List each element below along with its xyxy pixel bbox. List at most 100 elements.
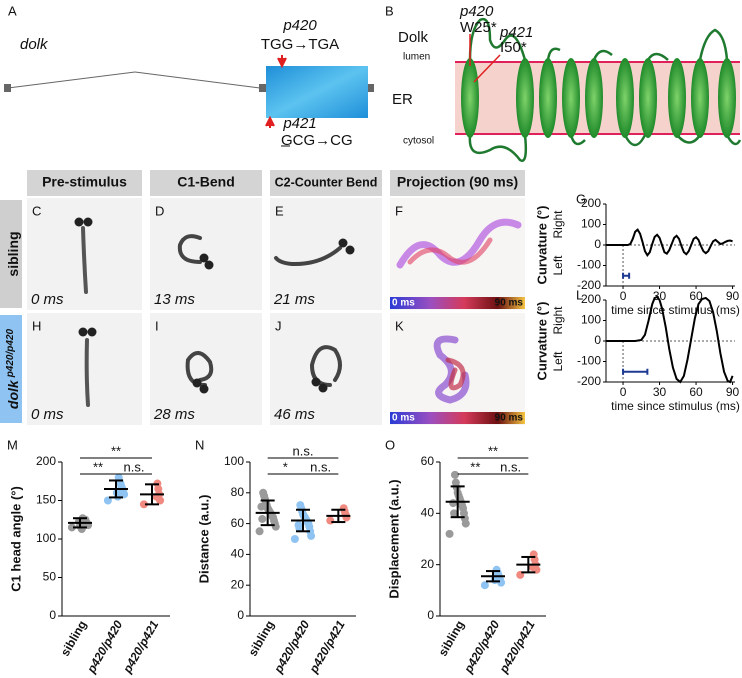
curvature-line xyxy=(606,295,734,384)
data-point xyxy=(449,499,458,508)
x-tick-label: 90 xyxy=(726,289,740,303)
y-tick-label: -100 xyxy=(577,354,601,368)
mutation-change: TGG→TGA xyxy=(261,36,339,53)
mutation: p421 xyxy=(499,24,533,41)
x-axis-label: time since stimulus (ms) xyxy=(611,399,740,413)
data-point xyxy=(259,488,268,497)
data-point xyxy=(450,470,459,479)
y-tick-label: 60 xyxy=(421,454,435,468)
y-tick-label: 100 xyxy=(581,313,601,327)
curvature-line xyxy=(606,228,733,258)
compartment: lumen xyxy=(403,52,430,63)
timestamp: 0 ms xyxy=(31,406,64,423)
mutation-change: W25* xyxy=(460,19,497,36)
y-tick-label: 200 xyxy=(581,196,601,210)
y-tick-label: 60 xyxy=(231,516,245,530)
helix xyxy=(562,58,580,138)
helix xyxy=(516,58,534,138)
significance-label: * xyxy=(283,459,288,474)
x-tick-label: p420/p421 xyxy=(496,618,538,676)
y-tick-label: 100 xyxy=(224,454,244,468)
data-point xyxy=(445,529,454,538)
panel-label: A xyxy=(8,3,17,18)
significance-label: ** xyxy=(111,443,121,458)
significance-label: n.s. xyxy=(310,459,331,474)
y-tick-label: 0 xyxy=(427,608,434,622)
row-label-sup: p420/p420 xyxy=(5,328,16,378)
y-axis-label: Distance (a.u.) xyxy=(196,495,211,584)
data-point xyxy=(290,535,299,543)
y-tick-label: 0 xyxy=(594,237,601,251)
y-tick-label: 20 xyxy=(421,557,435,571)
row-label-text: dolk xyxy=(5,379,21,409)
column-header-bg xyxy=(27,170,142,196)
column-header: C2-Counter Bend xyxy=(275,175,378,189)
panel-label: C xyxy=(32,203,41,218)
direction-label: Left xyxy=(551,351,565,372)
data-point xyxy=(114,473,123,482)
panel-label: D xyxy=(155,203,164,218)
mutation: p421 xyxy=(282,115,316,132)
direction-label: Left xyxy=(551,255,565,276)
data-point xyxy=(326,516,335,525)
panel-label: M xyxy=(7,437,18,452)
helix xyxy=(639,58,657,138)
timestamp: 46 ms xyxy=(274,406,315,423)
gene-name: dolk xyxy=(20,36,49,53)
colorbar-label: 90 ms xyxy=(495,298,524,309)
helix xyxy=(718,58,736,138)
column-header-bg xyxy=(270,170,382,196)
data-point xyxy=(294,521,303,530)
x-tick-label: 60 xyxy=(689,385,703,399)
x-tick-label: p420/p421 xyxy=(306,618,348,676)
column-header-bg xyxy=(150,170,262,196)
data-point xyxy=(103,496,112,505)
mutation: p420 xyxy=(459,3,494,20)
row-label-bg xyxy=(0,200,22,308)
timestamp: 13 ms xyxy=(154,291,195,308)
y-tick-label: 0 xyxy=(594,333,601,347)
y-axis-label: Curvature (°) xyxy=(534,302,549,381)
x-tick-label: 30 xyxy=(653,385,667,399)
direction-label: Right xyxy=(551,210,565,239)
compartment: cytosol xyxy=(403,136,434,147)
data-point xyxy=(258,514,267,523)
panel-label: I xyxy=(155,318,159,333)
timestamp: 28 ms xyxy=(153,406,195,423)
data-point xyxy=(480,581,489,590)
gene-diagram xyxy=(4,55,374,147)
data-point xyxy=(450,509,459,518)
x-tick-label: p420/p420 xyxy=(84,618,126,676)
timestamp: 21 ms xyxy=(273,291,315,308)
helix xyxy=(539,58,557,138)
data-point xyxy=(257,502,266,511)
helix xyxy=(616,58,634,138)
timestamp: 0 ms xyxy=(31,291,64,308)
protein-name: Dolk xyxy=(398,29,429,46)
panel-label: J xyxy=(275,318,282,333)
x-tick-label: 90 xyxy=(726,385,740,399)
panel-label: G xyxy=(576,191,586,206)
column-header: Pre-stimulus xyxy=(42,174,127,190)
column-header: C1-Bend xyxy=(177,174,235,190)
y-tick-label: 40 xyxy=(231,547,245,561)
data-point xyxy=(139,500,148,509)
underlined-base: G xyxy=(281,132,293,149)
helix xyxy=(691,58,709,138)
helix xyxy=(585,58,603,138)
data-point xyxy=(296,501,305,510)
y-tick-label: 40 xyxy=(421,506,435,520)
panel-label: E xyxy=(275,203,284,218)
y-axis-label: Curvature (°) xyxy=(534,206,549,285)
y-tick-label: 150 xyxy=(36,493,56,507)
y-tick-label: 0 xyxy=(49,608,56,622)
colorbar-label: 0 ms xyxy=(392,413,415,424)
y-tick-label: 200 xyxy=(36,454,56,468)
significance-label: ** xyxy=(93,459,103,474)
protein-diagram xyxy=(455,17,742,162)
y-axis-label: C1 head angle (°) xyxy=(8,486,23,592)
y-tick-label: -100 xyxy=(577,258,601,272)
y-tick-label: 0 xyxy=(237,608,244,622)
fish-images xyxy=(27,198,525,425)
